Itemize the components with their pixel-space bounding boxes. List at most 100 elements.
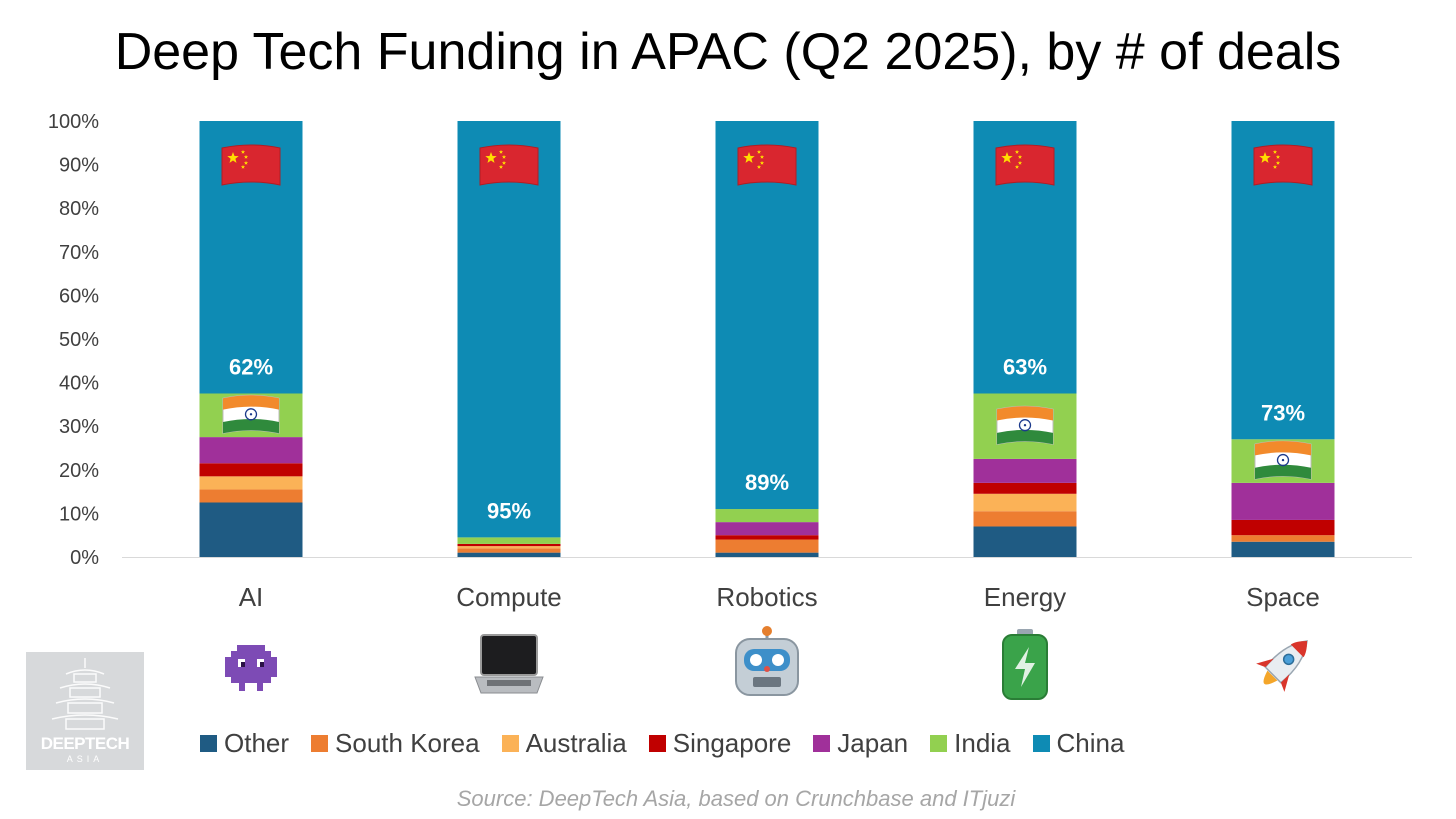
flag-saffron-band	[1255, 441, 1311, 456]
y-tick-label: 20%	[59, 460, 99, 482]
legend-item: India	[930, 727, 1011, 759]
legend-label: India	[954, 727, 1011, 758]
laptop-icon	[474, 634, 544, 694]
alien-pupil	[260, 662, 264, 667]
deeptech-asia-logo: DEEPTECH ASIA	[26, 652, 144, 770]
robot-mouth	[753, 677, 781, 687]
alien-pupil	[241, 662, 245, 667]
bar-segment-other	[973, 526, 1077, 557]
legend-swatch	[200, 734, 217, 752]
flag-green-band	[997, 429, 1053, 445]
bar-segment-india	[715, 509, 819, 523]
category-label: AI	[239, 582, 264, 612]
bar-segment-singapore	[457, 543, 561, 547]
data-label-china: 73%	[1261, 400, 1305, 425]
flag-star-small	[1272, 149, 1278, 154]
bar-segment-south-korea	[715, 539, 819, 553]
y-tick-label: 40%	[59, 373, 99, 395]
rocket-flame	[1263, 670, 1278, 685]
flag-star-large	[1259, 152, 1271, 163]
rocket-fin	[1280, 674, 1290, 692]
y-tick-label: 10%	[59, 503, 99, 525]
india-flag-icon	[996, 405, 1054, 445]
india-flag-icon	[1254, 440, 1312, 480]
data-label-china: 89%	[745, 470, 789, 495]
china-flag-icon	[221, 144, 281, 186]
battery-bolt	[1015, 647, 1035, 687]
flag-star-small	[756, 164, 762, 169]
chart-title: Deep Tech Funding in APAC (Q2 2025), by …	[114, 23, 1342, 81]
flag-star-small	[243, 160, 249, 165]
flag-star-small	[1017, 154, 1023, 159]
bar-segment-japan	[199, 437, 303, 464]
flag-green-band	[223, 418, 279, 434]
alien-monster-icon	[225, 645, 277, 691]
bar-segment-other	[1231, 541, 1335, 557]
rocket-fin	[1256, 658, 1274, 668]
laptop-screen	[480, 634, 538, 676]
flag-background	[479, 144, 539, 186]
bar-segment-south-korea	[973, 511, 1077, 527]
flag-chakra	[1276, 453, 1290, 467]
bar-segment-japan	[1231, 482, 1335, 520]
legend-swatch	[501, 734, 519, 752]
flag-star-small	[1275, 160, 1281, 165]
bar-segment-india	[457, 537, 561, 544]
bar-segment-australia	[973, 493, 1077, 512]
china-flag-icon	[479, 144, 539, 186]
flag-star-small	[243, 154, 249, 159]
bar-segment-singapore	[199, 463, 303, 477]
y-tick-label: 100%	[48, 111, 99, 133]
flag-star-small	[498, 149, 504, 154]
flag-background	[995, 144, 1055, 186]
legend-item: Other	[200, 728, 289, 759]
india-flag-icon	[222, 394, 280, 434]
legend-item: Singapore	[648, 728, 791, 759]
laptop-keyboard	[487, 680, 531, 686]
category-label: Energy	[984, 582, 1066, 612]
bar-segment-australia	[457, 546, 561, 549]
legend-item: South Korea	[311, 728, 480, 759]
bar-segment-japan	[973, 458, 1077, 483]
robot-icon	[735, 626, 799, 696]
bar-segment-south-korea	[199, 489, 303, 503]
china-flag-icon	[995, 144, 1055, 186]
alien-body	[225, 645, 277, 691]
bar-segment-china	[457, 121, 561, 538]
flag-chakra-hub	[1281, 458, 1285, 462]
flag-star-small	[759, 160, 765, 165]
legend-label: China	[1056, 727, 1125, 758]
legend-swatch	[311, 734, 329, 752]
rocket-group	[1256, 640, 1308, 692]
data-label-china: 63%	[1003, 355, 1047, 380]
y-tick-label: 70%	[59, 242, 99, 264]
logo-subtitle: ASIA	[66, 754, 104, 764]
y-tick-label: 80%	[59, 198, 99, 220]
y-tick-label: 50%	[59, 329, 99, 351]
flag-chakra-hub	[249, 413, 253, 416]
robot-antenna-bulb	[762, 626, 772, 636]
flag-chakra	[244, 408, 258, 421]
legend-swatch	[813, 734, 831, 752]
bar-segment-singapore	[715, 535, 819, 540]
flag-green-band	[1255, 464, 1311, 480]
legend-item: Japan	[813, 728, 908, 759]
bar-segment-south-korea	[1231, 535, 1335, 542]
flag-star-small	[1014, 149, 1020, 154]
legend-item: Australia	[501, 728, 627, 759]
legend-label: Other	[224, 727, 290, 758]
y-tick-label: 0%	[70, 547, 99, 569]
bar-segment-china	[715, 121, 819, 510]
bar-segment-australia	[199, 476, 303, 490]
flag-background	[737, 144, 797, 186]
flag-star-large	[485, 152, 497, 163]
flag-background	[1253, 144, 1313, 186]
flag-star-small	[1275, 154, 1281, 159]
flag-chakra	[1018, 419, 1032, 432]
category-label: Compute	[456, 582, 562, 612]
legend: Other South Korea Australia Singapore Japan I…	[200, 728, 1146, 758]
bar-segment-other	[199, 502, 303, 557]
flag-star-small	[759, 154, 765, 159]
flag-star-large	[1001, 152, 1013, 163]
category-label: Robotics	[716, 582, 817, 612]
